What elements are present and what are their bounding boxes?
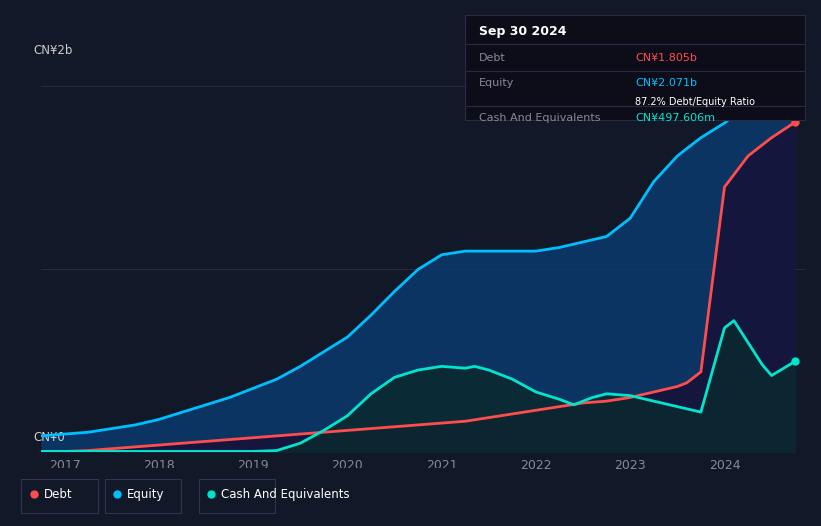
Text: CN¥497.606m: CN¥497.606m	[635, 113, 715, 123]
Text: Debt: Debt	[479, 53, 506, 63]
Bar	[199, 479, 275, 513]
Text: CN¥0: CN¥0	[34, 431, 65, 444]
Text: Cash And Equivalents: Cash And Equivalents	[221, 488, 350, 501]
Bar	[21, 479, 98, 513]
Text: 87.2% Debt/Equity Ratio: 87.2% Debt/Equity Ratio	[635, 97, 755, 107]
Text: CN¥2b: CN¥2b	[34, 44, 73, 57]
Text: CN¥2.071b: CN¥2.071b	[635, 78, 697, 88]
Text: Equity: Equity	[127, 488, 165, 501]
Text: Debt: Debt	[44, 488, 72, 501]
Text: Cash And Equivalents: Cash And Equivalents	[479, 113, 600, 123]
Text: Equity: Equity	[479, 78, 514, 88]
Text: CN¥1.805b: CN¥1.805b	[635, 53, 697, 63]
Text: Sep 30 2024: Sep 30 2024	[479, 25, 566, 38]
Bar	[105, 479, 181, 513]
